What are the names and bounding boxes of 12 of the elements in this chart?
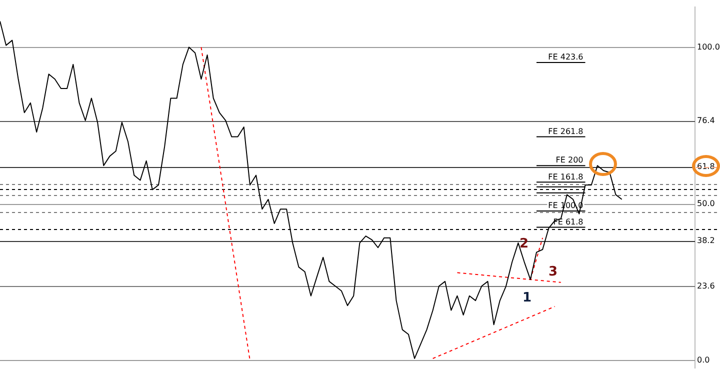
y-tick-label: 38.2 <box>697 236 715 245</box>
y-tick-label: 23.6 <box>697 282 715 291</box>
y-tick-label: 76.4 <box>697 116 715 126</box>
y-tick-label: 50.0 <box>697 198 715 208</box>
series-label: FE 161.8 <box>548 172 584 182</box>
series-label: FE 200 <box>556 156 584 165</box>
series-label: FE 423.6 <box>548 52 584 62</box>
y-tick-label: 0.0 <box>697 355 710 364</box>
annotation: 3 <box>548 264 558 280</box>
annotation: 1 <box>522 290 532 306</box>
series-label: FE 261.8 <box>548 126 584 136</box>
y-tick-label: 100.0 <box>697 42 720 52</box>
